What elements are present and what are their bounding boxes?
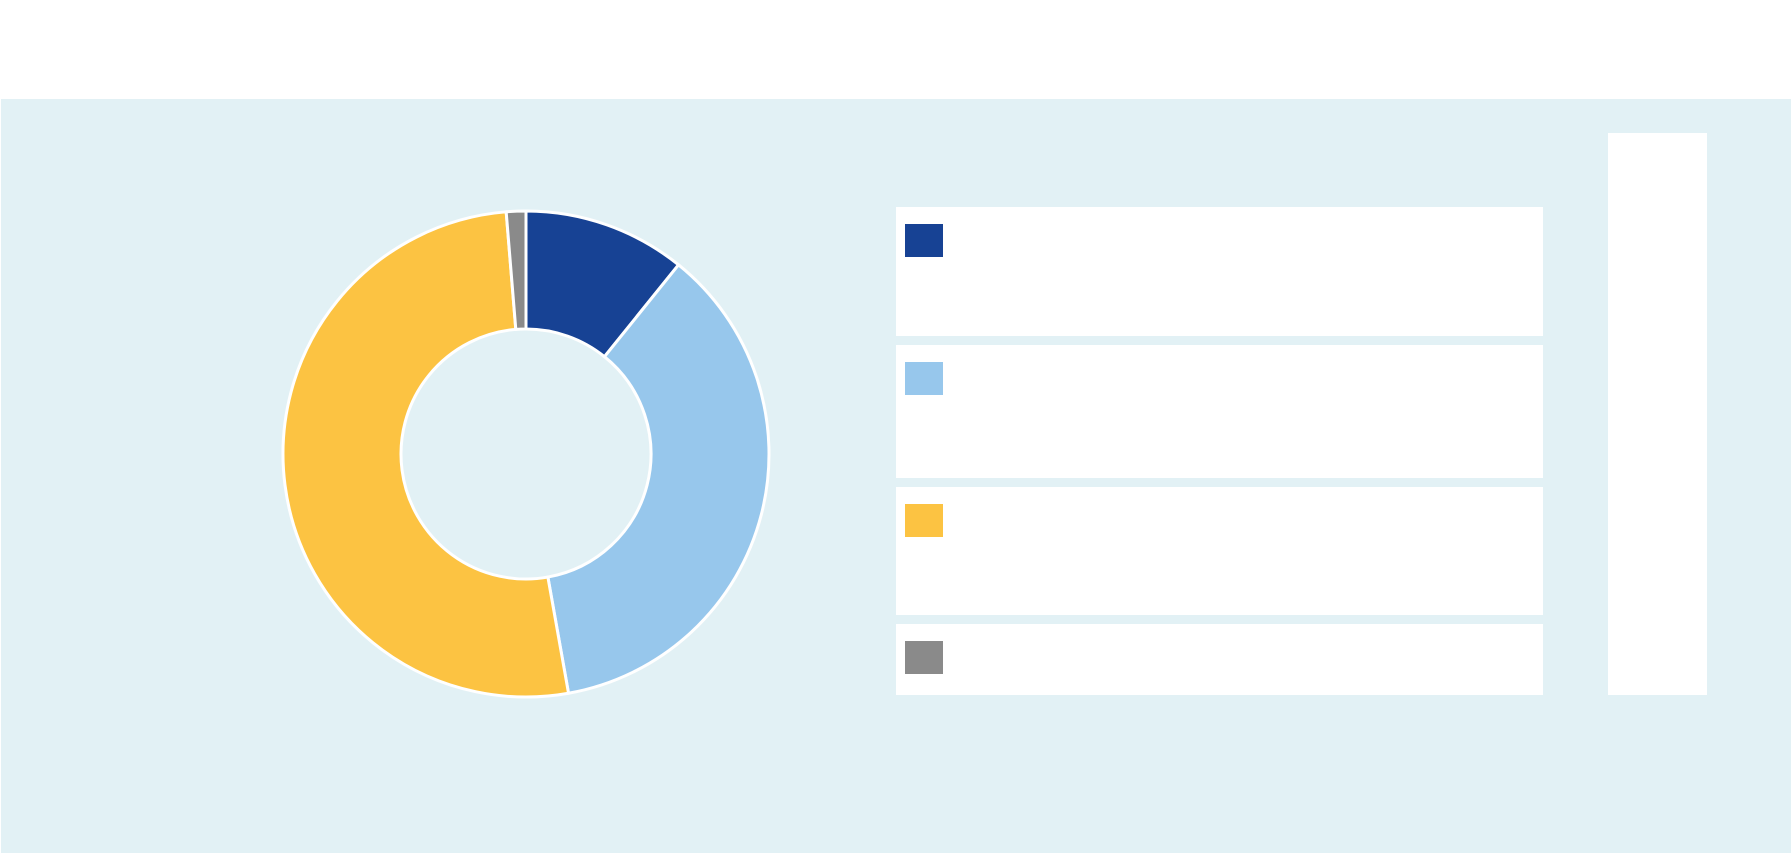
legend-item	[896, 345, 1543, 478]
legend-item	[896, 487, 1543, 615]
donut-slice	[504, 209, 528, 332]
legend-item	[896, 624, 1543, 695]
donut-slice	[546, 262, 771, 695]
legend-swatch	[905, 224, 943, 257]
legend-swatch	[905, 362, 943, 395]
legend-swatch	[905, 504, 943, 537]
donut-slice	[281, 210, 571, 699]
legend-item	[896, 207, 1543, 336]
legend-swatch	[905, 641, 943, 674]
side-panel	[1608, 133, 1707, 695]
